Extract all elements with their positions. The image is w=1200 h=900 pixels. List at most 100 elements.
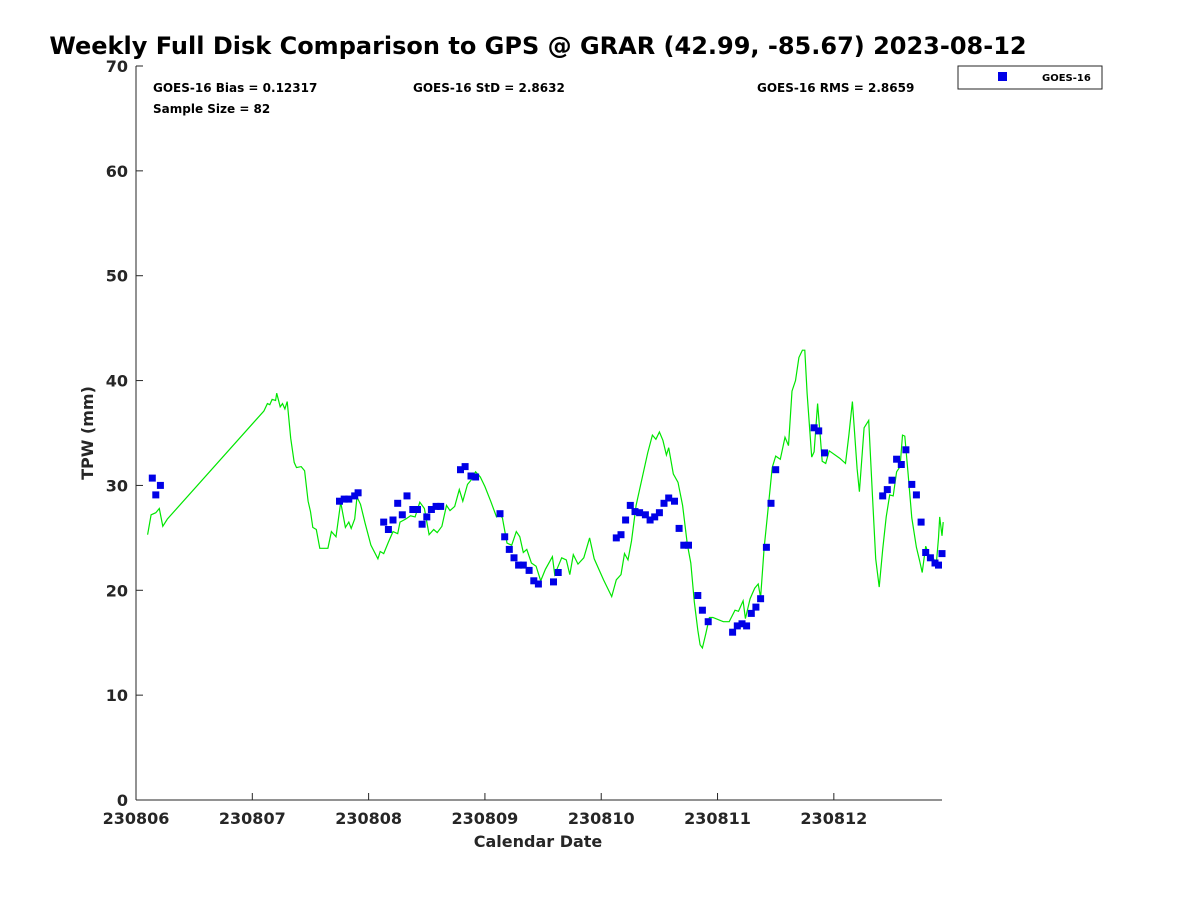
legend-box [957, 65, 1103, 90]
goes16-point [622, 516, 630, 524]
chart-title: Weekly Full Disk Comparison to GPS @ GRA… [49, 32, 1026, 60]
goes16-point [752, 603, 760, 611]
y-axis-label: TPW (mm) [78, 386, 97, 480]
y-tick-label: 50 [106, 267, 128, 286]
x-tick-label: 230808 [335, 809, 402, 828]
goes16-point [646, 516, 654, 524]
legend-marker-goes16 [998, 72, 1007, 81]
goes16-point [704, 618, 712, 626]
y-tick-label: 10 [106, 686, 128, 705]
goes16-point [762, 543, 770, 551]
goes16-point [655, 509, 663, 517]
goes16-point [747, 609, 755, 617]
goes16-point [767, 499, 775, 507]
goes16-point [651, 513, 659, 521]
axes [135, 66, 942, 801]
x-tick-label: 230811 [684, 809, 751, 828]
x-tick-label: 230807 [219, 809, 286, 828]
goes16-point [926, 554, 934, 562]
goes16-point [810, 424, 818, 432]
goes16-point [403, 492, 411, 500]
goes16-point [685, 541, 692, 549]
goes16-point [675, 524, 683, 532]
goes16-point [467, 472, 475, 480]
goes16-point [340, 495, 348, 503]
y-tick-label: 40 [106, 372, 128, 391]
goes16-point [550, 578, 557, 586]
goes16-point [148, 474, 156, 482]
goes16-point [743, 622, 751, 630]
goes16-point [525, 566, 533, 574]
goes16-point [530, 577, 538, 585]
x-tick-label: 230809 [452, 809, 519, 828]
goes16-point [902, 446, 910, 454]
goes16-point [815, 427, 823, 435]
goes16-point [437, 502, 445, 510]
goes16-point [879, 492, 887, 500]
y-tick-label: 70 [106, 57, 128, 76]
x-tick-label: 230806 [103, 809, 170, 828]
goes16-point [427, 506, 435, 513]
goes16-point [757, 595, 765, 603]
goes16-point [698, 606, 706, 614]
goes16-point [626, 501, 634, 509]
goes16-point [432, 502, 440, 510]
goes16-point [893, 455, 901, 463]
goes16-point [394, 499, 402, 507]
goes16-point [738, 620, 746, 628]
goes16-point [772, 466, 780, 474]
goes16-point [534, 580, 542, 588]
ticks: 0 10 20 30 40 50 60 70 230806 230807 230808 230809 2… [103, 57, 868, 828]
goes16-point [908, 480, 916, 488]
y-tick-label: 0 [117, 791, 128, 810]
goes16-point [694, 592, 702, 599]
x-tick-label: 230810 [568, 809, 635, 828]
rms-stat: GOES-16 RMS = 2.8659 [757, 81, 914, 95]
bias-stat: GOES-16 Bias = 0.12317 [153, 81, 317, 95]
goes16-point [617, 531, 625, 539]
goes16-point [917, 518, 925, 526]
goes16-point [457, 466, 464, 474]
goes16-point [515, 561, 523, 569]
std-stat: GOES-16 StD = 2.8632 [413, 81, 565, 95]
goes16-point [345, 495, 353, 503]
goes16-point [554, 569, 562, 576]
y-tick-label: 20 [106, 581, 128, 600]
y-tick-label: 30 [106, 476, 128, 495]
goes16-point [398, 511, 406, 519]
legend-label-goes16: GOES-16 [1042, 73, 1091, 84]
goes16-point [883, 486, 891, 494]
x-axis-label: Calendar Date [474, 832, 603, 851]
goes16-point [671, 497, 678, 505]
goes16-point [821, 449, 828, 457]
goes16-point [354, 489, 362, 497]
goes16-point [461, 463, 469, 471]
goes16-point [897, 461, 905, 468]
goes16-point [641, 511, 649, 519]
goes16-point [510, 554, 518, 562]
goes16-point [501, 533, 509, 541]
gps-line-series [147, 349, 944, 650]
goes16-point [409, 506, 417, 513]
goes16-point [680, 541, 688, 549]
gps-tpw-line [147, 349, 944, 650]
goes16-point [389, 516, 397, 524]
goes16-point [912, 491, 920, 499]
goes16-point [938, 550, 946, 558]
legend: GOES-16 [957, 65, 1103, 90]
goes16-point [935, 561, 942, 569]
y-tick-label: 60 [106, 162, 128, 181]
goes16-point [612, 534, 620, 542]
goes16-point [665, 494, 673, 502]
goes16-point [152, 491, 160, 499]
goes16-point [888, 476, 896, 484]
goes16-point [660, 499, 668, 507]
goes16-point [472, 473, 480, 481]
goes16-point [729, 628, 737, 636]
goes16-point [156, 481, 164, 489]
goes16-point [922, 549, 930, 556]
goes16-point [336, 497, 343, 505]
sample-size-stat: Sample Size = 82 [153, 102, 270, 116]
